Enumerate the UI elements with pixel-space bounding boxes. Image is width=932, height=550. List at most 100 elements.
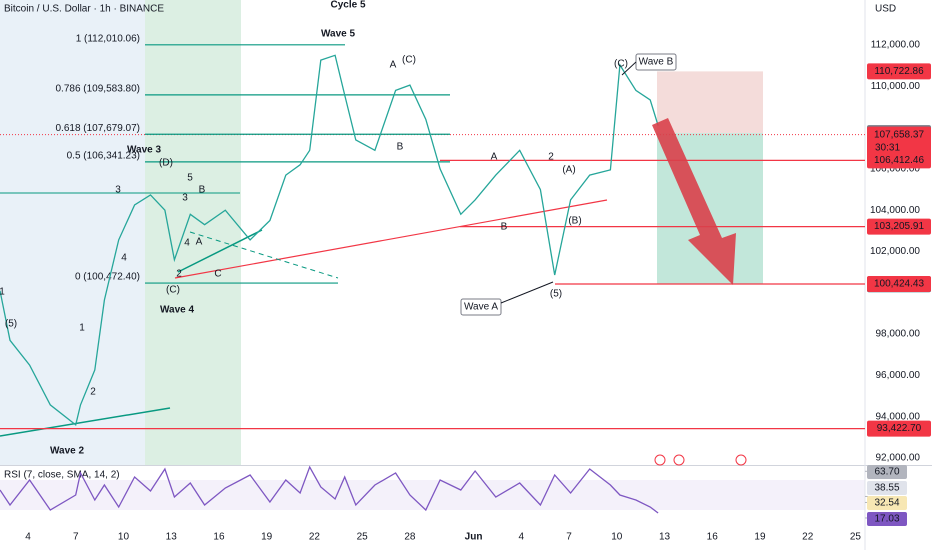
pointer [621, 61, 637, 76]
annotation: (C) [402, 55, 416, 66]
trendline [0, 407, 171, 437]
rsi-title: RSI (7, close, SMA, 14, 2) [4, 470, 120, 481]
annotation: Wave 2 [50, 446, 85, 457]
price-box-label: 100,424.43 [874, 279, 924, 290]
annotation: 4 [184, 238, 190, 249]
x-tick-label: 16 [707, 532, 719, 543]
x-tick-label: 7 [73, 532, 79, 543]
x-tick-label: 22 [802, 532, 814, 543]
fib-label: 1 (112,010.06) [76, 33, 140, 44]
stop-zone [657, 71, 763, 134]
trendline [174, 199, 608, 279]
annotation-box [460, 298, 502, 316]
price-box [867, 63, 931, 80]
annotation: B [501, 222, 508, 233]
x-tick-label: 13 [659, 532, 671, 543]
annotation: (5) [5, 319, 17, 330]
annotation: (C) [614, 59, 628, 70]
annotation: 1 [79, 323, 85, 334]
y-tick-label: 112,000.00 [871, 40, 921, 51]
annotation: Wave 4 [160, 305, 195, 316]
x-tick-label: 4 [519, 532, 525, 543]
annotation: (D) [159, 158, 173, 169]
x-tick-label: Jun [465, 532, 483, 543]
annotation: Wave 5 [321, 29, 356, 40]
annotation: (5) [550, 289, 562, 300]
annotation: A [491, 152, 498, 163]
y-tick-label: 102,000.00 [870, 246, 920, 257]
x-tick-label: 4 [25, 532, 31, 543]
y-tick-label: 106,000.00 [870, 164, 920, 175]
fib-label: 0.5 (106,341.23) [67, 150, 140, 161]
x-tick-label: 10 [118, 532, 130, 543]
x-tick-label: 16 [213, 532, 225, 543]
event-icons [654, 454, 747, 466]
price-box [867, 126, 931, 157]
x-tick-label: 19 [754, 532, 766, 543]
annotation: Wave 3 [127, 145, 162, 156]
zone-left [0, 0, 145, 465]
rsi-box [867, 512, 907, 526]
rsi-box [867, 496, 907, 510]
price-box [867, 152, 931, 169]
fib-label: 0 (100,472.40) [75, 272, 140, 283]
price-line [0, 54, 659, 427]
price-box [867, 218, 931, 235]
price-box-label: 110,722.86 [874, 66, 924, 77]
x-tick-label: 19 [261, 532, 273, 543]
x-tick-label: 25 [357, 532, 369, 543]
annotation: (B) [568, 216, 581, 227]
y-tick-label: 110,000.00 [871, 81, 921, 92]
annotation: A [196, 237, 203, 248]
x-tick-label: 25 [850, 532, 862, 543]
y-tick-label: 98,000.00 [876, 329, 921, 340]
rsi-line [0, 465, 659, 514]
forecast-arrow [652, 118, 736, 285]
y-tick-label: 104,000.00 [870, 205, 920, 216]
pane-separator [0, 465, 932, 466]
annotation: (C) [166, 285, 180, 296]
annotation: 4 [121, 253, 127, 264]
x-tick-label: 22 [309, 532, 321, 543]
annotation: (A) [562, 165, 575, 176]
annotation: Wave A [464, 302, 498, 313]
annotation: 3 [182, 193, 188, 204]
pointer [500, 281, 554, 304]
annotation: 2 [176, 269, 182, 280]
x-tick-label: 13 [166, 532, 178, 543]
trendline [189, 231, 339, 279]
x-tick-label: 28 [404, 532, 416, 543]
rsi-label: 63.70 [874, 467, 899, 478]
fib-label: 0.786 (109,583.80) [55, 84, 140, 95]
currency: USD [875, 4, 896, 15]
annotation: 2 [90, 387, 96, 398]
price-box-label: 107,658.37 [874, 129, 924, 140]
y-tick-label: 96,000.00 [876, 370, 921, 381]
annotation: 5 [187, 173, 193, 184]
price-box-label: 106,412.46 [874, 155, 924, 166]
rsi-box [867, 481, 907, 495]
annotation: C [214, 269, 221, 280]
annotation: B [199, 185, 206, 196]
annotation: 3 [115, 185, 121, 196]
rsi-label: 32.54 [874, 498, 899, 509]
annotation: A [390, 60, 397, 71]
annotation: Wave B [639, 57, 674, 68]
annotation: 1 [0, 287, 5, 298]
price-box [867, 276, 931, 293]
rsi-label: 17.03 [874, 514, 899, 525]
chart-title: Bitcoin / U.S. Dollar · 1h · BINANCE [4, 4, 164, 15]
rsi-box [867, 465, 907, 479]
price-box-label: 103,205.91 [874, 221, 924, 232]
annotation: 2 [548, 152, 554, 163]
fib-label: 0.618 (107,679.07) [55, 123, 140, 134]
y-tick-label: 92,000.00 [876, 453, 921, 464]
annotation: Cycle 5 [330, 0, 365, 11]
price-box-label: 93,422.70 [877, 423, 922, 434]
rsi-label: 38.55 [874, 483, 899, 494]
x-tick-label: 7 [566, 532, 572, 543]
y-tick-label: 94,000.00 [876, 411, 921, 422]
x-tick-label: 10 [611, 532, 623, 543]
annotation: B [397, 142, 404, 153]
